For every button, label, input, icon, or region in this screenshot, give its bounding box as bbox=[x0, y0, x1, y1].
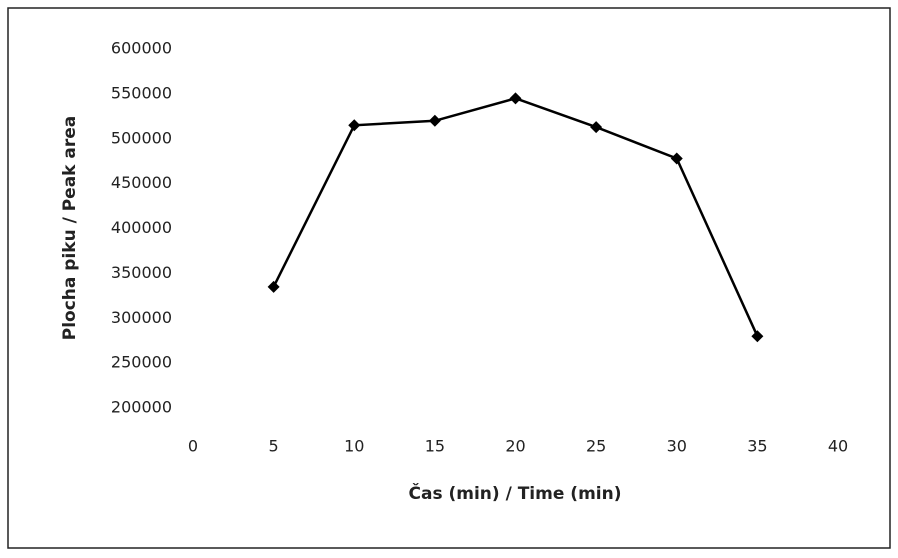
x-tick-label: 25 bbox=[586, 437, 606, 456]
data-marker bbox=[751, 330, 764, 343]
y-tick-label: 200000 bbox=[111, 398, 172, 417]
data-marker bbox=[509, 92, 522, 105]
y-tick-label: 450000 bbox=[111, 173, 172, 192]
y-axis-title: Plocha piku / Peak area bbox=[60, 116, 80, 341]
data-marker bbox=[590, 121, 603, 134]
data-marker bbox=[267, 280, 280, 293]
x-tick-label: 35 bbox=[747, 437, 767, 456]
x-tick-label: 0 bbox=[188, 437, 198, 456]
x-tick-label: 30 bbox=[667, 437, 687, 456]
x-axis-title: Čas (min) / Time (min) bbox=[409, 482, 622, 504]
y-tick-label: 500000 bbox=[111, 128, 172, 147]
y-tick-label: 250000 bbox=[111, 353, 172, 372]
y-tick-label: 350000 bbox=[111, 263, 172, 282]
x-tick-label: 5 bbox=[269, 437, 279, 456]
x-tick-label: 20 bbox=[505, 437, 525, 456]
data-marker bbox=[348, 119, 361, 132]
x-tick-label: 10 bbox=[344, 437, 364, 456]
y-tick-label: 550000 bbox=[111, 83, 172, 102]
chart-border bbox=[7, 7, 891, 549]
y-tick-label: 300000 bbox=[111, 308, 172, 327]
data-marker bbox=[428, 114, 441, 127]
x-tick-label: 15 bbox=[425, 437, 445, 456]
y-tick-label: 600000 bbox=[111, 39, 172, 58]
x-tick-label: 40 bbox=[828, 437, 848, 456]
y-tick-label: 400000 bbox=[111, 218, 172, 237]
data-marker bbox=[670, 152, 683, 165]
